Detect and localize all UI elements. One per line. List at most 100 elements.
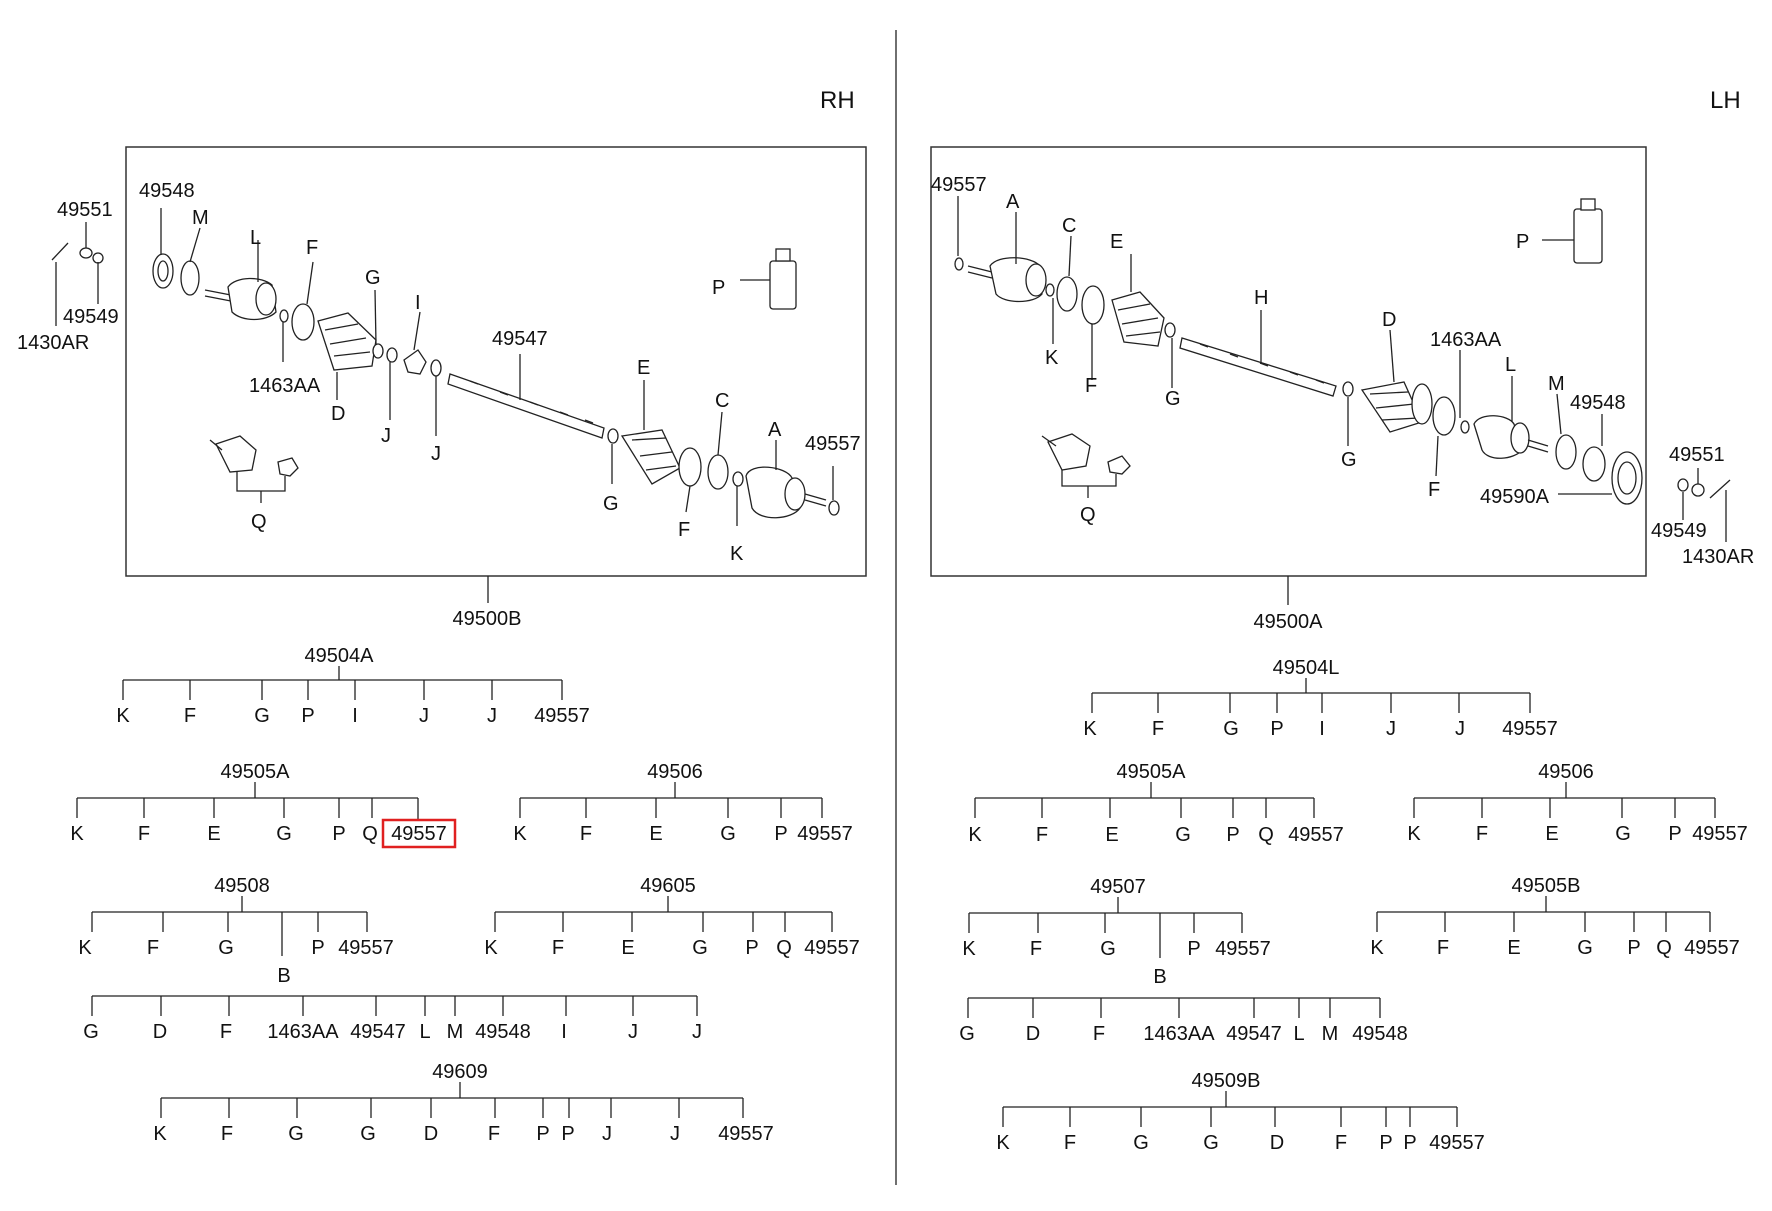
rh-callout-p[interactable]: P	[712, 277, 725, 299]
lh-callout-g[interactable]: G	[1165, 388, 1181, 410]
tree-item[interactable]: G	[1133, 1132, 1149, 1154]
tree-item[interactable]: J	[1455, 718, 1465, 740]
tree-item[interactable]: G	[360, 1123, 376, 1145]
tree-item[interactable]: K	[513, 823, 527, 845]
lh-callout-49548[interactable]: 49548	[1570, 392, 1626, 414]
tree-item[interactable]: 49557	[1684, 937, 1740, 959]
rh-callout-49557[interactable]: 49557	[805, 433, 861, 455]
lh-callout-m[interactable]: M	[1548, 373, 1565, 395]
tree-item[interactable]: 49557	[804, 937, 860, 959]
tree-item[interactable]: I	[352, 705, 358, 727]
tree-code[interactable]: 49505B	[1512, 875, 1581, 897]
tree-item[interactable]: 49557	[534, 705, 590, 727]
tree-item[interactable]: K	[996, 1132, 1010, 1154]
tree-item[interactable]: G	[1175, 824, 1191, 846]
tree-item[interactable]: M	[447, 1021, 464, 1043]
tree-item[interactable]: F	[147, 937, 159, 959]
rh-callout-e[interactable]: E	[637, 357, 650, 379]
lh-callout-p[interactable]: P	[1516, 231, 1529, 253]
rh-callout-d[interactable]: D	[331, 403, 345, 425]
tree-item[interactable]: E	[649, 823, 662, 845]
tree-item[interactable]: 49547	[350, 1021, 406, 1043]
tree-item[interactable]: F	[221, 1123, 233, 1145]
tree-item[interactable]: E	[1545, 823, 1558, 845]
tree-item[interactable]: J	[628, 1021, 638, 1043]
rh-assembly-number[interactable]: 49500B	[453, 608, 522, 630]
rh-callout-g-2[interactable]: G	[603, 493, 619, 515]
rh-callout-a[interactable]: A	[768, 419, 782, 441]
tree-code[interactable]: 49506	[647, 761, 703, 783]
tree-item[interactable]: 49547	[1226, 1023, 1282, 1045]
lh-callout-49590a[interactable]: 49590A	[1480, 486, 1550, 508]
tree-item[interactable]: J	[692, 1021, 702, 1043]
lh-callout-1463aa[interactable]: 1463AA	[1430, 329, 1502, 351]
tree-item[interactable]: P	[332, 823, 345, 845]
lh-callout-h[interactable]: H	[1254, 287, 1268, 309]
tree-item[interactable]: K	[1083, 718, 1097, 740]
rh-callout-f-2[interactable]: F	[678, 519, 690, 541]
tree-code[interactable]: 49504L	[1273, 657, 1340, 679]
tree-item[interactable]: 49548	[475, 1021, 531, 1043]
tree-item[interactable]: P	[1668, 823, 1681, 845]
lh-assembly-number[interactable]: 49500A	[1254, 611, 1324, 633]
tree-item[interactable]: 1463AA	[267, 1021, 339, 1043]
lh-callout-d[interactable]: D	[1382, 309, 1396, 331]
tree-item[interactable]: K	[153, 1123, 167, 1145]
lh-callout-f-2[interactable]: F	[1428, 479, 1440, 501]
tree-code[interactable]: 49509B	[1192, 1070, 1261, 1092]
tree-item[interactable]: F	[1437, 937, 1449, 959]
tree-item[interactable]: G	[1577, 937, 1593, 959]
rh-callout-k[interactable]: K	[730, 543, 744, 565]
tree-item[interactable]: F	[552, 937, 564, 959]
tree-item[interactable]: 49557	[1692, 823, 1748, 845]
rh-callout-f[interactable]: F	[306, 237, 318, 259]
tree-item[interactable]: K	[70, 823, 84, 845]
tree-item[interactable]: F	[1476, 823, 1488, 845]
tree-item[interactable]: K	[484, 937, 498, 959]
tree-item[interactable]: B	[1153, 966, 1166, 988]
rh-callout-1463aa[interactable]: 1463AA	[249, 375, 321, 397]
lh-callout-e[interactable]: E	[1110, 231, 1123, 253]
rh-callout-49549[interactable]: 49549	[63, 306, 119, 328]
lh-callout-49549[interactable]: 49549	[1651, 520, 1707, 542]
tree-item[interactable]: E	[207, 823, 220, 845]
tree-item[interactable]: F	[580, 823, 592, 845]
rh-callout-l[interactable]: L	[250, 227, 261, 249]
tree-item[interactable]: B	[277, 965, 290, 987]
lh-callout-c[interactable]: C	[1062, 215, 1076, 237]
tree-item[interactable]: P	[311, 937, 324, 959]
tree-item[interactable]: G	[83, 1021, 99, 1043]
rh-callout-q[interactable]: Q	[251, 511, 267, 533]
lh-callout-g-2[interactable]: G	[1341, 449, 1357, 471]
lh-callout-1430ar[interactable]: 1430AR	[1682, 546, 1754, 568]
tree-item-selected[interactable]: 49557	[391, 823, 447, 845]
tree-item[interactable]: G	[1615, 823, 1631, 845]
tree-item[interactable]: J	[602, 1123, 612, 1145]
tree-item[interactable]: Q	[776, 937, 792, 959]
tree-item[interactable]: F	[1064, 1132, 1076, 1154]
tree-item[interactable]: P	[1403, 1132, 1416, 1154]
tree-item[interactable]: J	[670, 1123, 680, 1145]
tree-item[interactable]: K	[1370, 937, 1384, 959]
tree-item[interactable]: G	[720, 823, 736, 845]
tree-item[interactable]: P	[561, 1123, 574, 1145]
lh-callout-f[interactable]: F	[1085, 375, 1097, 397]
tree-item[interactable]: F	[220, 1021, 232, 1043]
tree-item[interactable]: K	[78, 937, 92, 959]
lh-callout-k[interactable]: K	[1045, 347, 1059, 369]
rh-callout-1430ar[interactable]: 1430AR	[17, 332, 89, 354]
tree-code[interactable]: 49508	[214, 875, 270, 897]
lh-callout-l[interactable]: L	[1505, 354, 1516, 376]
tree-item[interactable]: G	[254, 705, 270, 727]
tree-item[interactable]: G	[276, 823, 292, 845]
tree-item[interactable]: L	[1293, 1023, 1304, 1045]
lh-callout-q[interactable]: Q	[1080, 504, 1096, 526]
tree-item[interactable]: G	[1203, 1132, 1219, 1154]
lh-callout-a[interactable]: A	[1006, 191, 1020, 213]
tree-item[interactable]: F	[1152, 718, 1164, 740]
tree-item[interactable]: 49557	[797, 823, 853, 845]
tree-item[interactable]: K	[962, 938, 976, 960]
tree-code[interactable]: 49505A	[221, 761, 291, 783]
tree-item[interactable]: D	[1270, 1132, 1284, 1154]
rh-callout-j-2[interactable]: J	[431, 443, 441, 465]
